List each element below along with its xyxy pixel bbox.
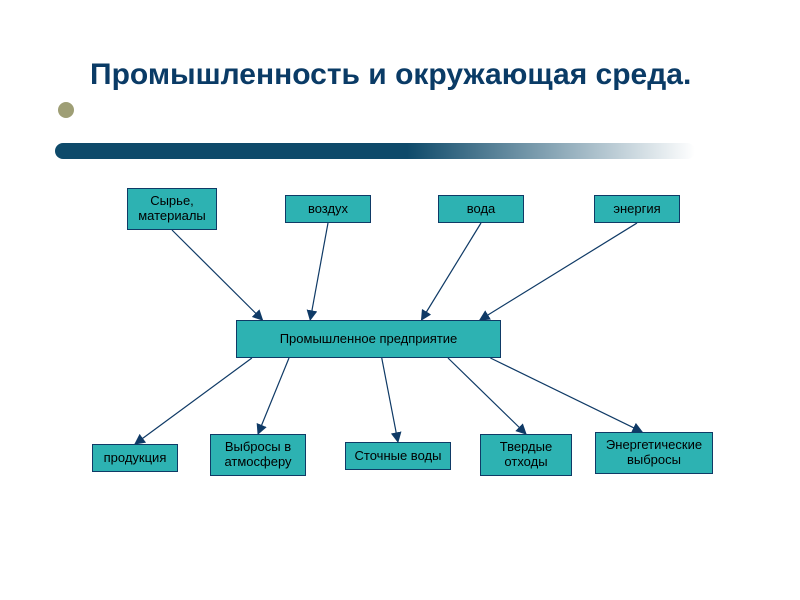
- title-underline: [55, 143, 695, 159]
- slide: Промышленность и окружающая среда. Сырье…: [0, 0, 800, 600]
- node-sewage: Сточные воды: [345, 442, 451, 470]
- node-raw: Сырье,материалы: [127, 188, 217, 230]
- node-air: воздух: [285, 195, 371, 223]
- node-energy: энергия: [594, 195, 680, 223]
- title-bullet: [58, 102, 74, 118]
- node-water: вода: [438, 195, 524, 223]
- page-title: Промышленность и окружающая среда.: [90, 58, 691, 93]
- node-product: продукция: [92, 444, 178, 472]
- node-emiss: Выбросы ватмосферу: [210, 434, 306, 476]
- node-eout: Энергетическиевыбросы: [595, 432, 713, 474]
- node-solid: Твердыеотходы: [480, 434, 572, 476]
- node-plant: Промышленное предприятие: [236, 320, 501, 358]
